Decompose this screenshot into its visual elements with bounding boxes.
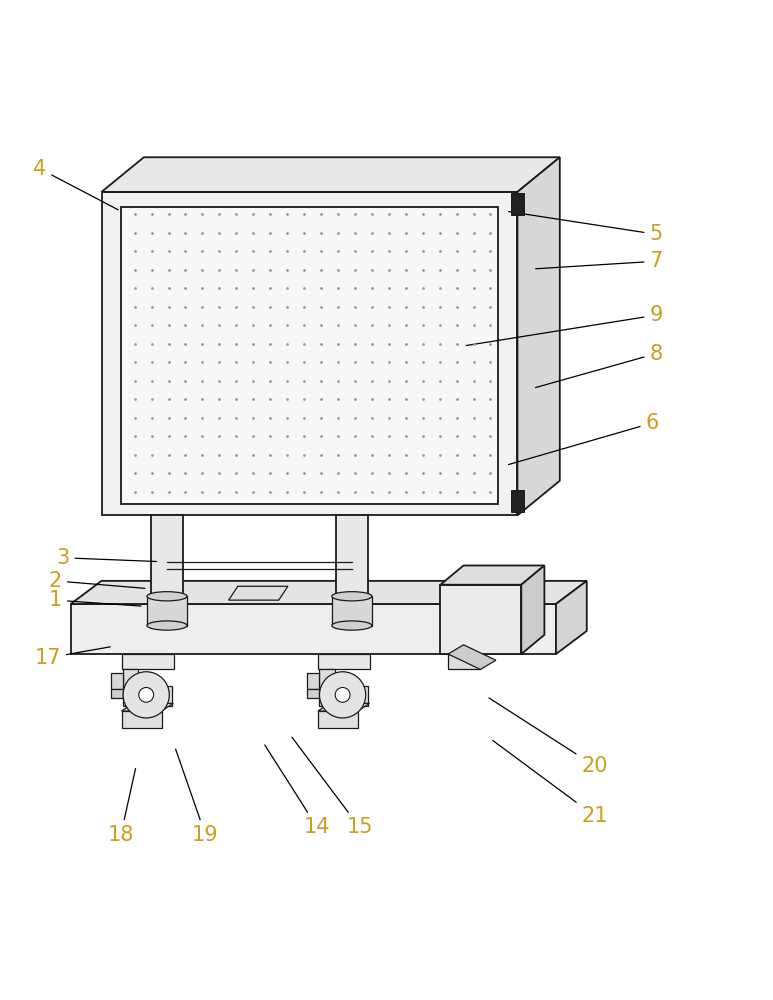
Bar [318,711,358,728]
Text: 4: 4 [33,159,118,210]
Text: 19: 19 [175,749,219,845]
Polygon shape [441,565,544,585]
Text: 5: 5 [509,212,662,244]
Bar [121,654,174,669]
Bar [111,689,123,698]
Text: 9: 9 [466,305,662,346]
Ellipse shape [332,621,372,630]
Text: 2: 2 [49,571,145,591]
Text: 21: 21 [492,740,608,826]
Bar [319,669,335,706]
Text: 20: 20 [489,698,608,776]
Polygon shape [121,703,173,711]
Bar [111,673,123,689]
Polygon shape [448,645,495,669]
Bar [335,515,368,604]
Bar [307,673,319,689]
Bar [123,669,138,706]
Bar [318,654,370,669]
Ellipse shape [147,592,187,601]
Bar [511,490,523,512]
Bar [448,654,481,669]
Bar [70,604,556,654]
Circle shape [319,672,366,718]
Polygon shape [318,703,369,711]
Bar [307,689,319,698]
Text: 14: 14 [265,745,330,837]
Bar [147,596,187,626]
Polygon shape [517,157,560,515]
Polygon shape [556,581,587,654]
Text: 8: 8 [536,344,662,388]
Text: 3: 3 [56,548,156,568]
Bar [511,193,523,215]
Polygon shape [101,157,560,192]
Bar [332,596,372,626]
Circle shape [139,687,154,702]
Text: 1: 1 [49,590,141,610]
Bar [441,585,521,654]
Bar [121,711,162,728]
Polygon shape [229,586,288,600]
Ellipse shape [332,592,372,601]
Circle shape [335,687,350,702]
Bar [151,515,183,604]
Bar [121,207,498,504]
Bar [156,686,172,706]
Polygon shape [70,581,587,604]
Circle shape [123,672,169,718]
Text: 7: 7 [536,251,662,271]
Text: 18: 18 [107,768,135,845]
Ellipse shape [147,621,187,630]
Text: 17: 17 [34,647,111,668]
Bar [352,686,368,706]
Text: 15: 15 [292,737,373,837]
Bar [101,192,517,515]
Polygon shape [521,565,544,654]
Text: 6: 6 [509,413,659,465]
